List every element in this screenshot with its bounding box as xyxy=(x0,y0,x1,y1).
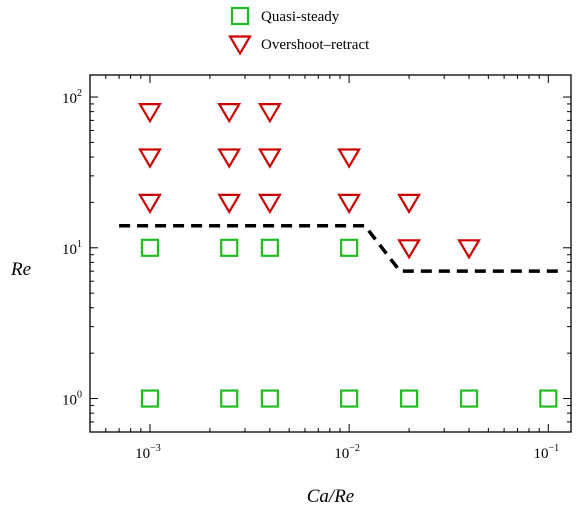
y-tick-label: 101 xyxy=(62,239,82,258)
axis-ticks: 10−3 10−2 10−1 100 101 102 xyxy=(62,75,571,462)
overshoot-retract-point xyxy=(257,148,282,169)
overshoot-retract-point xyxy=(257,103,282,124)
overshoot-retract-point xyxy=(337,148,362,169)
legend-quasi-steady-label: Quasi-steady xyxy=(261,9,340,25)
regime-boundary-line xyxy=(119,224,565,273)
overshoot-retract-point xyxy=(217,148,242,169)
quasi-steady-point xyxy=(459,389,479,408)
overshoot-retract-point xyxy=(217,193,242,215)
overshoot-retract-point xyxy=(457,239,481,260)
quasi-steady-point xyxy=(340,389,359,408)
quasi-steady-point xyxy=(539,389,558,408)
legend-quasi-steady-marker xyxy=(230,6,250,26)
overshoot-retract-point xyxy=(217,103,242,124)
quasi-steady-point xyxy=(260,389,279,408)
quasi-steady-point xyxy=(220,389,239,408)
y-axis-label: Re xyxy=(10,259,31,280)
overshoot-retract-point xyxy=(138,193,162,215)
x-tick-label: 10−3 xyxy=(135,443,161,462)
series-quasi-steady xyxy=(140,238,558,408)
y-tick-label: 100 xyxy=(62,390,82,409)
series-overshoot-retract xyxy=(138,103,481,260)
quasi-steady-point xyxy=(260,238,279,257)
quasi-steady-point xyxy=(140,238,160,257)
quasi-steady-point xyxy=(399,389,419,408)
quasi-steady-point xyxy=(340,238,359,257)
overshoot-retract-point xyxy=(138,148,162,169)
plot-frame xyxy=(89,74,572,433)
quasi-steady-point xyxy=(220,238,239,257)
overshoot-retract-point xyxy=(138,103,162,124)
plot-marks xyxy=(119,103,565,408)
overshoot-retract-point xyxy=(257,193,282,215)
quasi-steady-point xyxy=(140,389,160,408)
y-tick-label: 102 xyxy=(62,88,82,107)
overshoot-retract-point xyxy=(397,239,422,260)
x-tick-label: 10−2 xyxy=(334,443,360,462)
legend-overshoot-retract-label: Overshoot–retract xyxy=(261,37,370,53)
x-axis-label: Ca/Re xyxy=(307,486,355,507)
legend: Quasi-steady Overshoot–retract xyxy=(228,6,370,56)
x-tick-label: 10−1 xyxy=(533,443,559,462)
overshoot-retract-point xyxy=(337,193,362,215)
legend-overshoot-retract-marker xyxy=(228,35,252,56)
overshoot-retract-point xyxy=(397,193,422,215)
